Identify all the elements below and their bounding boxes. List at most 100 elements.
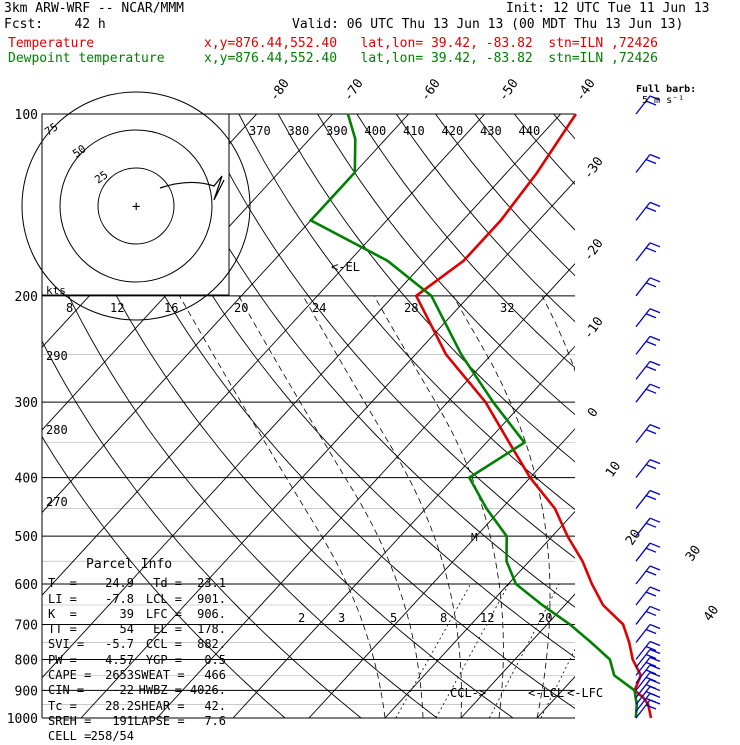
parcel-info-table: Parcel Info T = 24.9 Td = 23.1 LI = -7.8 LCL = 9… <box>48 557 226 745</box>
theta-label: 390 <box>326 124 348 138</box>
hodograph-ring-label: 50 <box>70 142 88 160</box>
isotherm-label: -70 <box>341 76 367 104</box>
dry-adiabat-line <box>42 114 514 718</box>
parcel-info-cell: 4026. <box>189 683 226 698</box>
melting-level-marker: M <box>471 531 478 544</box>
isotherm-label: -60 <box>418 76 444 104</box>
moist-adiabat-line <box>613 296 663 718</box>
hodograph-ring-label: 75 <box>42 120 60 138</box>
parcel-info-cell <box>182 729 226 744</box>
parcel-info-cell: 258/54 <box>90 729 134 744</box>
hodograph-ring <box>97 167 175 245</box>
dry-adiabat-line <box>513 114 575 185</box>
wind-barb <box>635 95 661 115</box>
theta-label: 270 <box>46 495 68 509</box>
wind-barb <box>635 586 661 606</box>
isotherm-line <box>42 114 334 431</box>
parcel-info-cell: 0.5 <box>204 652 226 667</box>
dry-adiabat-line <box>42 435 286 718</box>
dry-adiabat-line <box>553 114 575 140</box>
forecast-hour: Fcst: 42 h <box>4 17 106 32</box>
isotherm-line <box>80 180 575 718</box>
wind-barb <box>635 383 661 403</box>
wind-barb <box>635 640 661 660</box>
parcel-info-cell: 191 <box>112 713 134 728</box>
el-marker: <-EL <box>331 260 360 274</box>
dry-adiabat-line <box>81 114 575 709</box>
parcel-info-cell: HWBZ = <box>138 683 182 698</box>
parcel-info-row: TT = 54 EL = 178. <box>48 622 226 637</box>
dry-adiabat-line <box>199 114 575 559</box>
theta-label: 280 <box>46 423 68 437</box>
parcel-info-cell: CIN = <box>48 683 85 698</box>
hodograph-ring <box>21 91 251 321</box>
theta-label: 400 <box>365 124 387 138</box>
parcel-info-cell: Td = <box>153 576 182 591</box>
mixing-ratio-line <box>649 584 709 718</box>
hodograph-speed-label: 24 <box>312 301 326 315</box>
dry-adiabat-line <box>711 114 740 718</box>
dry-adiabat-line <box>435 114 575 277</box>
parcel-info-cell: LCL = <box>145 591 182 606</box>
parcel-info-row: CIN = -22 HWBZ = 4026. <box>48 683 226 698</box>
theta-label: 410 <box>403 124 425 138</box>
pressure-tick-label: 600 <box>15 578 38 593</box>
parcel-info-row: K = 39 LFC = 906. <box>48 607 226 622</box>
hodograph-speed-label: 28 <box>404 301 418 315</box>
isotherm-label: 30 <box>683 543 704 564</box>
parcel-info-cell: SREH = <box>48 713 92 728</box>
parcel-info-cell: 2653 <box>105 668 134 683</box>
parcel-info-cell: -5.7 <box>105 637 134 652</box>
parcel-info-cell: EL = <box>153 622 182 637</box>
isotherm-label: -10 <box>581 314 607 342</box>
barb-legend-title: Full barb: <box>636 84 696 95</box>
parcel-info-cell: YGP = <box>145 652 182 667</box>
parcel-info-cell <box>134 729 182 744</box>
moist-adiabat-line <box>238 295 424 718</box>
parcel-info-cell: CELL = <box>48 729 92 744</box>
parcel-info-row: Tc = 28.2 SHEAR = 42. <box>48 699 226 714</box>
wind-barb <box>635 517 661 537</box>
pressure-tick-label: 100 <box>15 108 38 123</box>
moist-adiabat-line <box>452 295 551 718</box>
moist-adiabat-line <box>689 296 740 718</box>
dewpoint-location: x,y=876.44,552.40 lat,lon= 39.42, -83.82… <box>204 51 658 66</box>
parcel-info-row: SREH = 191 LAPSE = 7.6 <box>48 714 226 729</box>
pressure-tick-label: 500 <box>15 530 38 545</box>
theta-label: 380 <box>288 124 310 138</box>
parcel-info-cell: TT = <box>48 622 77 637</box>
dry-adiabat-line <box>356 114 575 369</box>
dry-adiabat-line <box>672 114 740 718</box>
parcel-info-cell: SHEAR = <box>134 698 185 713</box>
pressure-tick-label: 200 <box>15 290 38 305</box>
dry-adiabat-line <box>42 340 362 718</box>
isotherm-line <box>460 593 575 718</box>
isotherm-line <box>613 114 740 718</box>
parcel-info-cell: 466 <box>204 668 226 683</box>
hodograph-speed-label: 16 <box>164 301 178 315</box>
parcel-info-cell: 7.6 <box>204 713 226 728</box>
parcel-info-cell: LFC = <box>145 606 182 621</box>
wind-barb <box>635 542 661 562</box>
moist-adiabat-line <box>373 295 504 718</box>
moist-adiabat-line <box>727 296 740 718</box>
wind-barb <box>635 648 661 668</box>
hodograph-trace <box>159 175 225 201</box>
hodograph-ring-label: 25 <box>92 168 110 186</box>
pressure-tick-label: 400 <box>15 472 38 487</box>
wind-barb <box>635 459 661 479</box>
parcel-info-cell: 23.1 <box>197 576 226 591</box>
dewpoint-profile <box>308 113 639 719</box>
temperature-location: x,y=876.44,552.40 lat,lon= 39.42, -83.82… <box>204 36 658 51</box>
temperature-profile <box>414 113 653 719</box>
isotherm-line <box>42 114 562 679</box>
pressure-tick-label: 300 <box>15 396 38 411</box>
parcel-info-cell: -22 <box>112 683 134 698</box>
moist-adiabat-line <box>651 296 729 718</box>
parcel-info-row: PW = 4.57 YGP = 0.5 <box>48 653 226 668</box>
hodograph-speed-label: 32 <box>500 301 514 315</box>
wind-barb <box>635 360 661 380</box>
parcel-info-cell: 882. <box>197 637 226 652</box>
theta-label: 440 <box>519 124 541 138</box>
